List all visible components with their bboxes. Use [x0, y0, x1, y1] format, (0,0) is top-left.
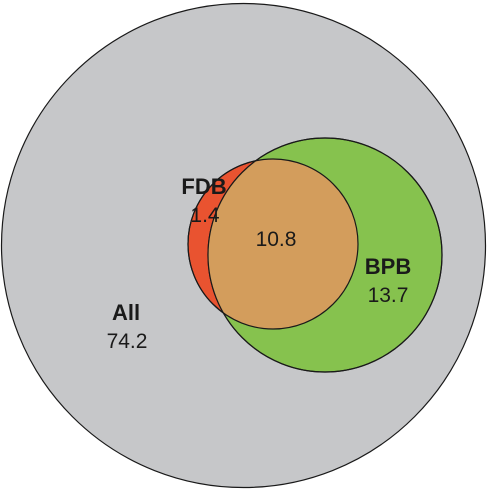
- all-set-value: 74.2: [107, 330, 148, 353]
- overlap-value: 10.8: [256, 228, 297, 251]
- fdb-bpb-overlap-region: [208, 159, 358, 329]
- fdb-set-label: FDB: [181, 174, 226, 199]
- fdb-set-value: 1.4: [190, 204, 220, 227]
- bpb-set-value: 13.7: [368, 284, 409, 307]
- bpb-set-outline: [207, 137, 443, 373]
- bpb-set-label: BPB: [365, 254, 411, 279]
- all-set-label: All: [112, 300, 140, 325]
- fdb-set-outline: [187, 158, 359, 330]
